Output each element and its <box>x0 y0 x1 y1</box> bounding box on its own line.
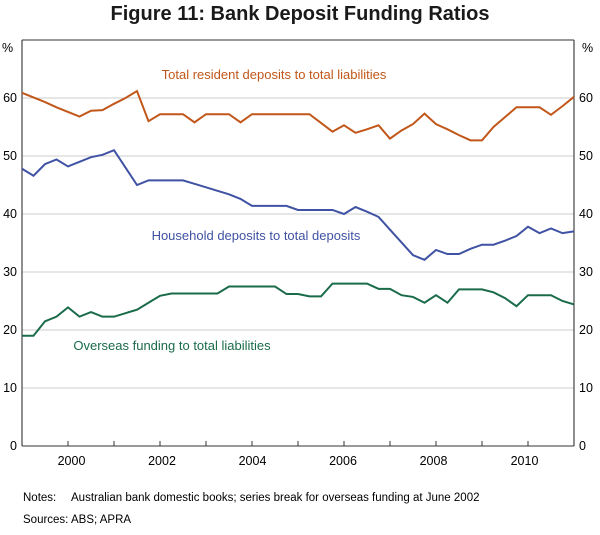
svg-text:20: 20 <box>579 323 593 337</box>
svg-text:30: 30 <box>579 265 593 279</box>
svg-text:30: 30 <box>3 265 17 279</box>
svg-text:40: 40 <box>579 207 593 221</box>
svg-text:2006: 2006 <box>329 454 357 468</box>
svg-text:%: % <box>582 41 593 55</box>
svg-text:2004: 2004 <box>239 454 267 468</box>
svg-text:2000: 2000 <box>58 454 86 468</box>
svg-text:20: 20 <box>3 323 17 337</box>
svg-text:Overseas funding to total liab: Overseas funding to total liabilities <box>73 338 271 353</box>
svg-text:10: 10 <box>579 381 593 395</box>
svg-text:2002: 2002 <box>148 454 176 468</box>
svg-text:2010: 2010 <box>511 454 539 468</box>
svg-text:60: 60 <box>579 91 593 105</box>
svg-text:0: 0 <box>10 439 17 453</box>
svg-text:0: 0 <box>579 439 586 453</box>
svg-text:Total resident deposits to tot: Total resident deposits to total liabili… <box>162 67 387 82</box>
svg-text:40: 40 <box>3 207 17 221</box>
svg-text:%: % <box>2 41 13 55</box>
svg-text:2008: 2008 <box>420 454 448 468</box>
svg-text:60: 60 <box>3 91 17 105</box>
svg-text:50: 50 <box>3 149 17 163</box>
svg-text:10: 10 <box>3 381 17 395</box>
svg-text:Household deposits to total de: Household deposits to total deposits <box>152 228 361 243</box>
svg-text:50: 50 <box>579 149 593 163</box>
